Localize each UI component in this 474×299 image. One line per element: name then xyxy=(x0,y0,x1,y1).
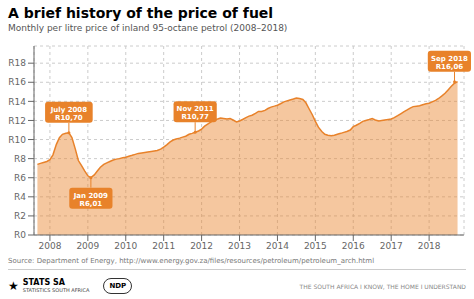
svg-text:R10: R10 xyxy=(8,135,26,145)
svg-text:R6: R6 xyxy=(14,173,26,183)
svg-text:2016: 2016 xyxy=(342,241,365,251)
svg-text:2018: 2018 xyxy=(418,241,441,251)
svg-text:2015: 2015 xyxy=(304,241,327,251)
svg-text:Nov 2011R10,77: Nov 2011R10,77 xyxy=(177,105,214,121)
svg-text:Sep 2018R16,06: Sep 2018R16,06 xyxy=(431,55,466,71)
svg-text:R4: R4 xyxy=(14,192,26,202)
svg-text:2017: 2017 xyxy=(380,241,403,251)
html-text:Monthly per litre price of inl: Monthly per litre price of inland 95-oct… xyxy=(8,23,288,33)
html-text:★ STATS SA: ★ STATS SA xyxy=(8,278,65,293)
html-text:A brief history of the price o: A brief history of the price of fuel xyxy=(8,5,274,21)
svg-text:R0: R0 xyxy=(14,230,26,240)
html-text:STATISTICS SOUTH AFRICA: STATISTICS SOUTH AFRICA xyxy=(22,287,90,293)
svg-text:R16: R16 xyxy=(8,77,26,87)
svg-text:Jan 2009R6,01: Jan 2009R6,01 xyxy=(73,192,108,208)
svg-text:2010: 2010 xyxy=(114,241,137,251)
svg-text:2011: 2011 xyxy=(152,241,175,251)
svg-text:R18: R18 xyxy=(8,58,26,68)
svg-text:2013: 2013 xyxy=(228,241,251,251)
svg-text:2012: 2012 xyxy=(190,241,213,251)
svg-text:July 2008R10,70: July 2008R10,70 xyxy=(50,106,88,122)
svg-text:2009: 2009 xyxy=(76,241,99,251)
svg-text:2008: 2008 xyxy=(38,241,61,251)
svg-text:R12: R12 xyxy=(8,116,26,126)
svg-text:2014: 2014 xyxy=(266,241,289,251)
svg-text:R8: R8 xyxy=(14,154,26,164)
svg-text:R2: R2 xyxy=(14,211,26,221)
html-text:THE SOUTH AFRICA I KNOW, THE H: THE SOUTH AFRICA I KNOW, THE HOME I UNDE… xyxy=(299,282,466,290)
svg-text:R14: R14 xyxy=(8,97,26,107)
html-text:NDP: NDP xyxy=(109,282,127,290)
html-text:Source: Department of Energy,: Source: Department of Energy, http://www… xyxy=(8,257,375,265)
